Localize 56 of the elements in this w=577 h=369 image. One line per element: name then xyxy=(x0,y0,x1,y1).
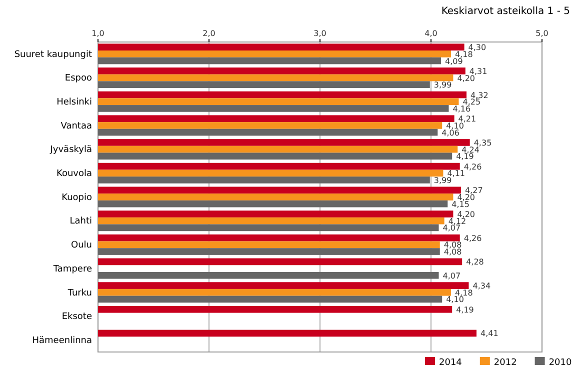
x-tick-label: 5,0 xyxy=(536,29,548,38)
data-label: 4,18 xyxy=(454,288,473,298)
data-label: 4,20 xyxy=(457,74,476,83)
data-label: 4,34 xyxy=(472,282,491,291)
data-label: 4,10 xyxy=(446,121,464,130)
data-label: 4,18 xyxy=(454,50,473,59)
y-tick-label: Tampere xyxy=(52,264,92,274)
data-label: 4,35 xyxy=(474,138,492,148)
data-label: 4,09 xyxy=(444,56,463,66)
y-tick-label: Lahti xyxy=(70,216,92,227)
data-label: 4,41 xyxy=(480,329,498,338)
data-label: 4,07 xyxy=(442,271,461,280)
y-tick-label: Oulu xyxy=(71,240,92,251)
data-label: 4,26 xyxy=(464,162,482,172)
data-label: 4,07 xyxy=(442,224,461,233)
data-label: 4,20 xyxy=(457,210,476,220)
data-label: 4,25 xyxy=(462,98,481,107)
y-tick-label: Hämeenlinna xyxy=(32,336,92,346)
data-label: 4,20 xyxy=(457,193,476,202)
legend-label: 2010 xyxy=(548,358,572,368)
y-tick-label: Suuret kaupungit xyxy=(14,50,92,60)
x-tick-label: 1,0 xyxy=(92,29,104,38)
y-tick-label: Helsinki xyxy=(56,97,92,108)
data-label: 4,19 xyxy=(456,305,474,314)
data-label: 3,99 xyxy=(434,80,452,90)
legend-label: 2012 xyxy=(494,358,517,368)
data-label: 4,31 xyxy=(469,66,488,76)
data-label: 4,08 xyxy=(444,240,462,250)
data-label: 4,12 xyxy=(448,216,466,226)
data-label: 4,11 xyxy=(447,169,466,178)
data-label: 4,08 xyxy=(444,248,462,257)
data-label: 4,32 xyxy=(470,90,488,100)
data-label: 4,16 xyxy=(452,104,471,114)
x-tick-label: 2,0 xyxy=(202,29,216,38)
data-label: 4,30 xyxy=(468,43,486,52)
chart-title: Keskiarvot asteikolla 1 - 5 xyxy=(441,6,570,17)
data-label: 4,27 xyxy=(464,186,483,196)
data-label: 4,06 xyxy=(442,128,460,138)
data-label: 4,21 xyxy=(458,114,476,124)
data-label: 3,99 xyxy=(434,176,452,185)
data-label: 4,15 xyxy=(452,200,470,209)
data-label: 4,19 xyxy=(456,152,474,162)
legend-label: 2014 xyxy=(439,358,462,368)
data-label: 4,28 xyxy=(466,258,484,267)
y-tick-label: Espoo xyxy=(64,74,92,84)
y-tick-label: Kuopio xyxy=(62,192,92,203)
x-tick-label: 3,0 xyxy=(314,29,326,38)
y-tick-label: Jyväskylä xyxy=(49,145,92,156)
data-label: 4,10 xyxy=(446,295,464,304)
y-tick-label: Kouvola xyxy=(56,169,92,180)
y-tick-label: Vantaa xyxy=(60,121,92,132)
data-label: 4,26 xyxy=(464,234,482,243)
data-label: 4,24 xyxy=(462,145,480,154)
y-tick-label: Eksote xyxy=(62,312,92,322)
x-tick-label: 4,0 xyxy=(424,29,438,38)
y-tick-label: Turku xyxy=(66,288,92,298)
